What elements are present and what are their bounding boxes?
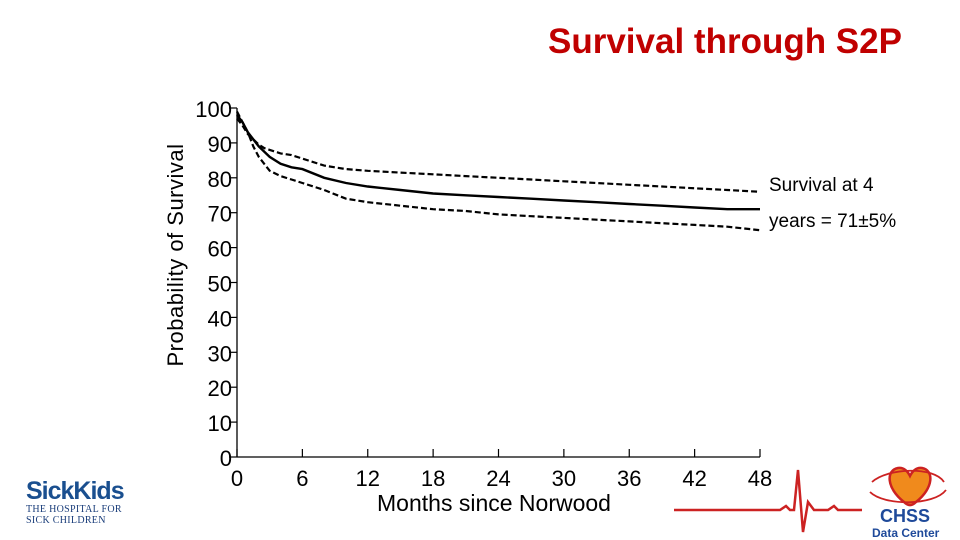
x-tick-label: 30 xyxy=(552,466,576,491)
y-axis-label: Probability of Survival xyxy=(163,143,188,366)
y-tick-label: 70 xyxy=(208,202,232,227)
y-tick-label: 40 xyxy=(208,306,232,331)
y-tick-label: 50 xyxy=(208,272,232,297)
chss-wordmark: CHSS xyxy=(880,506,930,526)
x-tick-label: 36 xyxy=(617,466,641,491)
x-tick-label: 48 xyxy=(748,466,772,491)
heart-icon xyxy=(888,466,932,507)
chss-logo: CHSS Data Center xyxy=(674,466,947,540)
y-tick-label: 60 xyxy=(208,237,232,262)
annotation-line-2: years = 71±5% xyxy=(769,211,897,232)
survival-annotation: Survival at 4 years = 71±5% xyxy=(769,168,949,240)
y-tick-label: 30 xyxy=(208,341,232,366)
y-tick-label: 100 xyxy=(195,97,232,122)
chart-title: Survival through S2P xyxy=(548,22,902,61)
survival-estimate-line xyxy=(236,114,760,211)
y-tick-label: 80 xyxy=(208,167,232,192)
sickkids-subtitle-2: SICK CHILDREN xyxy=(26,515,106,526)
x-tick-label: 42 xyxy=(682,466,706,491)
y-tick-label: 0 xyxy=(220,446,232,471)
sickkids-subtitle-1: THE HOSPITAL FOR xyxy=(26,504,122,515)
x-axis-label: Months since Norwood xyxy=(377,490,611,516)
ecg-trace-icon xyxy=(674,469,862,533)
x-tick-label: 6 xyxy=(296,466,308,491)
chss-subtitle: Data Center xyxy=(872,526,940,540)
y-tick-label: 20 xyxy=(208,376,232,401)
x-tick-label: 18 xyxy=(421,466,445,491)
swirl-icon xyxy=(869,469,947,504)
sickkids-logo: SickKids THE HOSPITAL FOR SICK CHILDREN xyxy=(26,478,146,533)
x-tick-label: 24 xyxy=(486,466,510,491)
confidence-limit-line xyxy=(236,117,761,193)
confidence-limit-line xyxy=(236,110,761,232)
chart-axes: 0 10 20 30 40 50 60 70 80 90 100 0 6 12 18 24 30 36 42 48 xyxy=(195,97,772,491)
y-tick-label: 90 xyxy=(208,132,232,157)
sickkids-wordmark: SickKids xyxy=(26,477,125,505)
y-tick-label: 10 xyxy=(208,411,232,436)
x-tick-label: 12 xyxy=(356,466,380,491)
annotation-line-1: Survival at 4 xyxy=(769,175,874,196)
x-tick-label: 0 xyxy=(231,466,243,491)
chart-series xyxy=(236,110,761,232)
